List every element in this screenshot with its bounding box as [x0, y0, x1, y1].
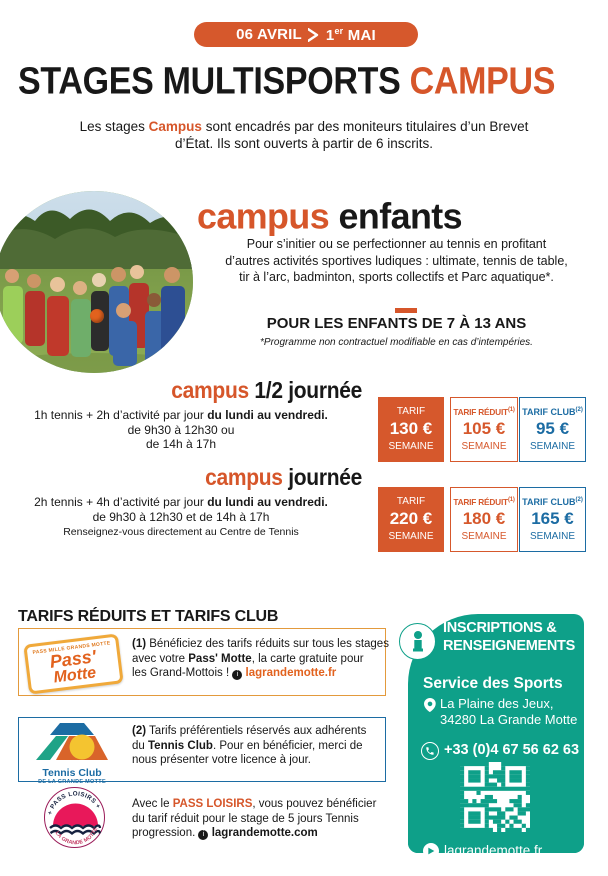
svg-text:LA GRANDE MOTTE: LA GRANDE MOTTE — [54, 826, 100, 846]
svg-text:+ PASS LOISIRS +: + PASS LOISIRS + — [47, 790, 102, 815]
